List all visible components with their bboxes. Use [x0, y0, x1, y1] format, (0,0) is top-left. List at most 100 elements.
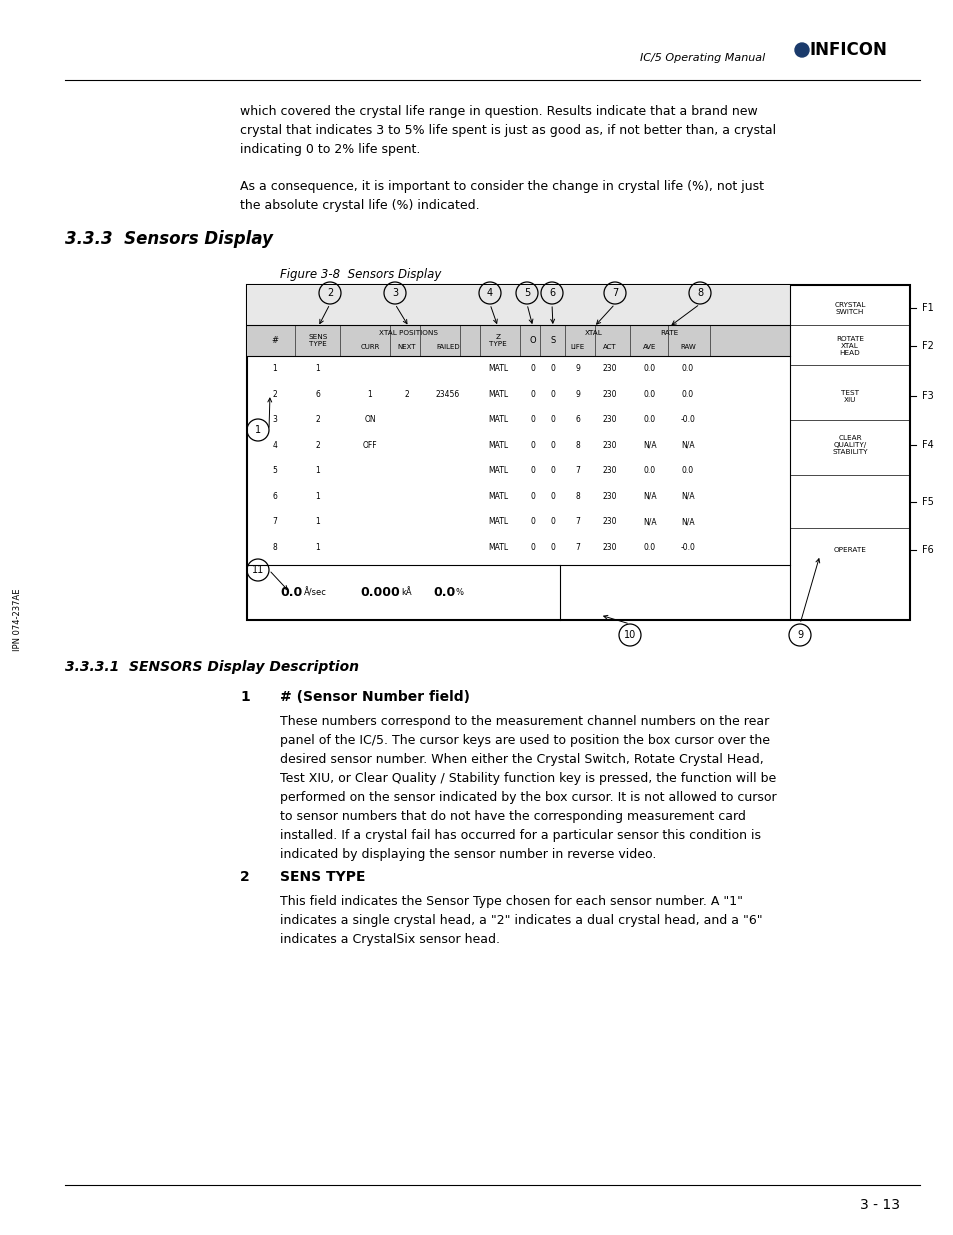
Text: 7: 7	[273, 517, 277, 526]
Text: 1: 1	[315, 542, 320, 552]
Text: INFICON: INFICON	[809, 41, 887, 59]
Text: F4: F4	[921, 440, 933, 450]
Text: which covered the crystal life range in question. Results indicate that a brand : which covered the crystal life range in …	[240, 105, 776, 156]
Text: MATL: MATL	[487, 467, 508, 475]
Text: NEXT: NEXT	[397, 345, 416, 350]
Text: 0.0: 0.0	[280, 585, 303, 599]
Text: 0: 0	[550, 415, 555, 425]
Text: 7: 7	[575, 467, 579, 475]
Text: 6: 6	[548, 288, 555, 298]
Text: N/A: N/A	[680, 441, 694, 450]
Text: 9: 9	[575, 364, 579, 373]
Text: 2: 2	[273, 390, 277, 399]
Text: MATL: MATL	[487, 492, 508, 500]
Text: 9: 9	[575, 390, 579, 399]
Text: # (Sensor Number field): # (Sensor Number field)	[280, 690, 470, 704]
Text: IC/5 Operating Manual: IC/5 Operating Manual	[639, 53, 764, 63]
Text: 7: 7	[575, 542, 579, 552]
Text: 0: 0	[530, 492, 535, 500]
Text: 0: 0	[550, 542, 555, 552]
Text: 1: 1	[240, 690, 250, 704]
Text: F5: F5	[921, 496, 933, 508]
Text: MATL: MATL	[487, 364, 508, 373]
Text: 8: 8	[575, 441, 579, 450]
Text: TEST
XIU: TEST XIU	[841, 389, 858, 403]
Text: O: O	[529, 336, 536, 345]
Text: 230: 230	[602, 364, 617, 373]
Text: 7: 7	[575, 517, 579, 526]
Text: 0.000: 0.000	[359, 585, 399, 599]
Text: FAILED: FAILED	[436, 345, 459, 350]
Text: 7: 7	[611, 288, 618, 298]
Text: This field indicates the Sensor Type chosen for each sensor number. A "1"
indica: This field indicates the Sensor Type cho…	[280, 895, 761, 946]
Text: %: %	[456, 588, 463, 597]
Text: F6: F6	[921, 545, 933, 555]
Text: 230: 230	[602, 390, 617, 399]
Text: RATE: RATE	[659, 330, 678, 336]
Text: 0.0: 0.0	[643, 415, 656, 425]
Text: 6: 6	[575, 415, 579, 425]
Text: 5: 5	[523, 288, 530, 298]
Text: 0: 0	[550, 517, 555, 526]
Text: 0.0: 0.0	[643, 467, 656, 475]
Text: 0.0: 0.0	[681, 364, 694, 373]
Text: MATL: MATL	[487, 517, 508, 526]
Text: SENS TYPE: SENS TYPE	[280, 869, 365, 884]
Text: ROTATE
XTAL
HEAD: ROTATE XTAL HEAD	[835, 336, 863, 356]
Text: SENS
TYPE: SENS TYPE	[308, 335, 327, 347]
Text: OFF: OFF	[362, 441, 377, 450]
Text: 0: 0	[550, 467, 555, 475]
Text: kÅ: kÅ	[401, 588, 412, 597]
Text: N/A: N/A	[680, 492, 694, 500]
Text: 5: 5	[273, 467, 277, 475]
Text: These numbers correspond to the measurement channel numbers on the rear
panel of: These numbers correspond to the measurem…	[280, 715, 776, 861]
Text: 0: 0	[530, 542, 535, 552]
Text: CLEAR
QUALITY/
STABILITY: CLEAR QUALITY/ STABILITY	[831, 435, 867, 454]
Text: ACT: ACT	[602, 345, 617, 350]
Text: AVE: AVE	[642, 345, 656, 350]
Text: 0: 0	[550, 390, 555, 399]
Text: 4: 4	[486, 288, 493, 298]
Text: 0: 0	[530, 415, 535, 425]
Text: 11: 11	[252, 564, 264, 576]
Text: N/A: N/A	[680, 517, 694, 526]
Text: MATL: MATL	[487, 390, 508, 399]
Text: 0: 0	[530, 467, 535, 475]
Text: 230: 230	[602, 492, 617, 500]
Text: 23456: 23456	[436, 390, 459, 399]
Text: F2: F2	[921, 341, 933, 351]
Bar	[247, 325, 789, 356]
Text: 3: 3	[273, 415, 277, 425]
Text: 0.0: 0.0	[434, 585, 456, 599]
Text: 1: 1	[315, 517, 320, 526]
Text: 0: 0	[530, 364, 535, 373]
Text: RAW: RAW	[679, 345, 695, 350]
Text: Z
TYPE: Z TYPE	[489, 335, 506, 347]
Text: 8: 8	[697, 288, 702, 298]
Text: Figure 3-8  Sensors Display: Figure 3-8 Sensors Display	[280, 268, 441, 282]
Text: As a consequence, it is important to consider the change in crystal life (%), no: As a consequence, it is important to con…	[240, 180, 763, 212]
Text: 0.0: 0.0	[643, 390, 656, 399]
Text: CRYSTAL
SWITCH: CRYSTAL SWITCH	[834, 301, 864, 315]
Text: 230: 230	[602, 415, 617, 425]
Text: 0: 0	[530, 517, 535, 526]
Text: 0: 0	[530, 390, 535, 399]
Text: 4: 4	[273, 441, 277, 450]
Text: 2: 2	[315, 415, 320, 425]
Text: 3: 3	[392, 288, 397, 298]
Text: 1: 1	[315, 467, 320, 475]
Text: 2: 2	[404, 390, 409, 399]
Text: 6: 6	[273, 492, 277, 500]
Text: XTAL POSITIONS: XTAL POSITIONS	[379, 330, 438, 336]
Text: LIFE: LIFE	[570, 345, 584, 350]
Bar	[247, 285, 909, 620]
Text: 6: 6	[315, 390, 320, 399]
Circle shape	[794, 43, 808, 57]
Text: 1: 1	[315, 364, 320, 373]
Text: N/A: N/A	[642, 441, 656, 450]
Text: CURR: CURR	[360, 345, 379, 350]
Text: Å/sec: Å/sec	[303, 588, 326, 598]
Text: #: #	[272, 336, 278, 345]
Text: 1: 1	[254, 425, 261, 435]
Text: 230: 230	[602, 517, 617, 526]
